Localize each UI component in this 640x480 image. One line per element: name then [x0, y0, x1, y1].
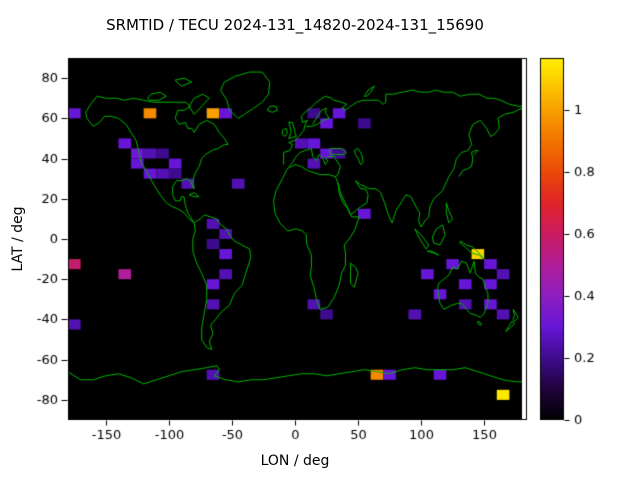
- y-axis-label: LAT / deg: [10, 206, 26, 272]
- x-axis-label: LON / deg: [260, 453, 330, 469]
